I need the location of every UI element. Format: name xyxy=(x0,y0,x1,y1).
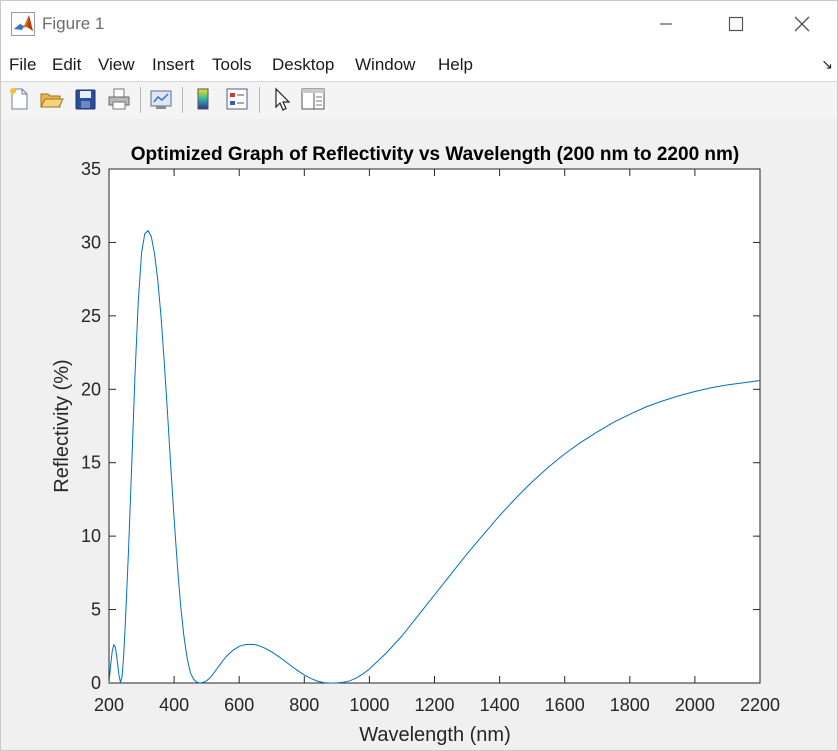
y-tick-label: 15 xyxy=(81,453,101,473)
x-tick-label: 1000 xyxy=(349,695,389,715)
toolbar-separator xyxy=(259,87,260,113)
menu-view[interactable]: View xyxy=(98,55,135,74)
x-tick-label: 2200 xyxy=(740,695,780,715)
edit-plot-pointer-icon[interactable] xyxy=(268,86,294,112)
x-tick-label: 2000 xyxy=(675,695,715,715)
dock-arrow-icon[interactable]: ↘ xyxy=(821,56,833,72)
y-tick-label: 30 xyxy=(81,232,101,252)
toolbar-separator xyxy=(140,87,141,113)
menu-insert[interactable]: Insert xyxy=(152,55,195,74)
x-tick-label: 800 xyxy=(289,695,319,715)
minimize-icon xyxy=(658,16,674,32)
figure-toolbar xyxy=(1,82,837,120)
close-icon xyxy=(793,15,811,33)
x-tick-label: 200 xyxy=(94,695,124,715)
x-tick-label: 1200 xyxy=(414,695,454,715)
menu-edit[interactable]: Edit xyxy=(52,55,82,74)
tick-marks xyxy=(108,168,761,684)
property-inspector-icon[interactable] xyxy=(300,86,326,112)
close-button[interactable] xyxy=(767,1,837,47)
insert-legend-icon[interactable] xyxy=(224,86,250,112)
axes-box xyxy=(108,168,761,684)
minimize-button[interactable] xyxy=(631,1,701,47)
x-tick-label: 600 xyxy=(224,695,254,715)
toolbar-separator xyxy=(182,87,183,113)
matlab-logo-icon xyxy=(11,12,35,36)
maximize-icon xyxy=(728,16,744,32)
link-plot-icon[interactable] xyxy=(148,86,174,112)
insert-colorbar-icon[interactable] xyxy=(190,86,216,112)
y-tick-label: 35 xyxy=(81,159,101,179)
maximize-button[interactable] xyxy=(701,1,771,47)
menu-window[interactable]: Window xyxy=(355,55,416,74)
print-icon[interactable] xyxy=(106,86,132,112)
menu-tools[interactable]: Tools xyxy=(212,55,252,74)
y-tick-label: 25 xyxy=(81,306,101,326)
chart-title: Optimized Graph of Reflectivity vs Wavel… xyxy=(131,144,740,165)
save-icon[interactable] xyxy=(72,86,98,112)
y-axis-label: Reflectivity (%) xyxy=(51,359,73,492)
open-file-icon[interactable] xyxy=(38,86,64,112)
x-tick-label: 400 xyxy=(159,695,189,715)
plot-area[interactable]: 200 400 600 800 1000 1200 1400 1600 1800 2000 2200… xyxy=(1,119,837,750)
x-tick-label: 1600 xyxy=(545,695,585,715)
figure-canvas[interactable]: 200 400 600 800 1000 1200 1400 1600 1800 2000 2200… xyxy=(1,119,837,750)
y-tick-label: 20 xyxy=(81,379,101,399)
new-figure-icon[interactable] xyxy=(6,86,32,112)
x-tick-label: 1800 xyxy=(610,695,650,715)
window-title: Figure 1 xyxy=(42,14,105,33)
x-tick-label: 1400 xyxy=(480,695,520,715)
y-tick-labels: 0 5 10 15 20 25 30 35 xyxy=(81,159,101,693)
menu-bar: File Edit View Insert Tools Desktop Wind… xyxy=(1,47,837,82)
y-tick-label: 0 xyxy=(91,673,101,693)
y-tick-label: 10 xyxy=(81,526,101,546)
menu-desktop[interactable]: Desktop xyxy=(272,55,335,74)
x-tick-labels: 200 400 600 800 1000 1200 1400 1600 1800 2000 2200 xyxy=(94,695,780,715)
title-bar[interactable]: Figure 1 xyxy=(1,1,837,47)
y-tick-label: 5 xyxy=(91,600,101,620)
menu-file[interactable]: File xyxy=(9,55,37,74)
menu-help[interactable]: Help xyxy=(438,55,473,74)
x-axis-label: Wavelength (nm) xyxy=(359,724,511,746)
reflectivity-line[interactable] xyxy=(108,229,761,684)
